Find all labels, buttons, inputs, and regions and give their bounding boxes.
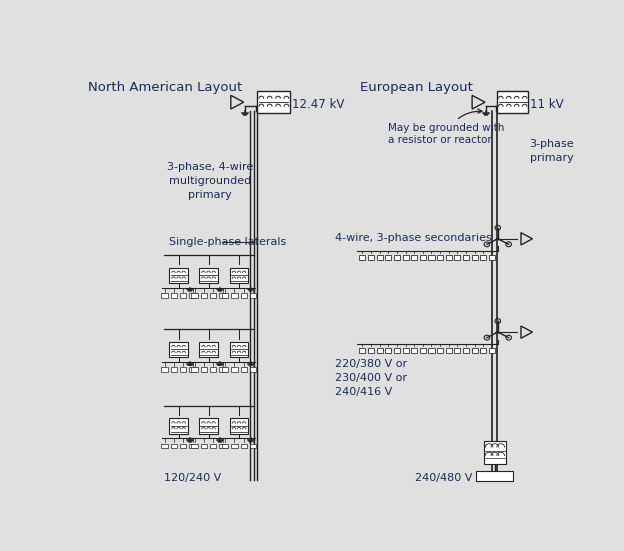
Bar <box>437 255 443 260</box>
Bar <box>250 444 256 448</box>
Bar <box>210 444 217 448</box>
Bar <box>232 293 238 298</box>
Bar <box>437 348 443 353</box>
Text: 11 kV: 11 kV <box>530 98 563 111</box>
Bar <box>190 444 196 448</box>
Bar <box>497 91 529 113</box>
Bar <box>429 255 434 260</box>
Bar <box>489 348 495 353</box>
Bar <box>454 255 461 260</box>
Bar <box>180 444 187 448</box>
Bar <box>180 368 187 372</box>
Bar <box>210 293 217 298</box>
Bar <box>230 342 248 357</box>
Bar <box>454 348 461 353</box>
Bar <box>180 293 187 298</box>
Bar <box>477 471 513 480</box>
Bar <box>241 293 247 298</box>
Bar <box>489 255 495 260</box>
Bar <box>162 444 168 448</box>
Text: 240/480 V: 240/480 V <box>415 473 472 483</box>
Bar <box>394 255 400 260</box>
Bar <box>201 444 207 448</box>
Bar <box>222 368 228 372</box>
Bar <box>411 348 417 353</box>
Text: 220/380 V or
230/400 V or
240/416 V: 220/380 V or 230/400 V or 240/416 V <box>335 359 407 397</box>
Bar <box>368 348 374 353</box>
Bar <box>230 418 248 434</box>
Bar <box>258 91 290 113</box>
Bar <box>171 368 177 372</box>
Bar <box>171 444 177 448</box>
Bar <box>463 348 469 353</box>
Bar <box>190 293 196 298</box>
Bar <box>394 348 400 353</box>
Bar <box>192 444 198 448</box>
Bar <box>385 255 391 260</box>
Bar <box>232 368 238 372</box>
Bar <box>446 255 452 260</box>
Bar <box>192 293 198 298</box>
Bar <box>201 368 207 372</box>
Bar <box>171 293 177 298</box>
Text: Single-phase laterals: Single-phase laterals <box>169 237 286 247</box>
Bar <box>222 444 228 448</box>
Bar <box>377 348 383 353</box>
Text: 120/240 V: 120/240 V <box>164 473 222 483</box>
Text: European Layout: European Layout <box>360 81 473 94</box>
Bar <box>220 293 226 298</box>
Bar <box>201 293 207 298</box>
Text: 3-phase, 4-wire
multigrounded
primary: 3-phase, 4-wire multigrounded primary <box>167 161 253 199</box>
Bar <box>190 368 196 372</box>
Bar <box>230 268 248 283</box>
Bar <box>411 255 417 260</box>
Circle shape <box>496 237 499 240</box>
Bar <box>402 255 409 260</box>
Bar <box>402 348 409 353</box>
Bar <box>169 268 188 283</box>
Bar <box>241 444 247 448</box>
Text: May be grounded with
a resistor or reactor: May be grounded with a resistor or react… <box>389 109 505 145</box>
Text: North American Layout: North American Layout <box>88 81 242 94</box>
Bar <box>484 441 506 464</box>
Bar <box>377 255 383 260</box>
Bar <box>222 293 228 298</box>
Bar <box>368 255 374 260</box>
Bar <box>162 368 168 372</box>
Bar <box>472 348 478 353</box>
Bar <box>200 268 218 283</box>
Bar <box>220 444 226 448</box>
Text: 3-phase
primary: 3-phase primary <box>530 139 574 163</box>
Bar <box>169 418 188 434</box>
Bar <box>200 342 218 357</box>
Bar <box>472 255 478 260</box>
Bar <box>480 255 486 260</box>
Bar <box>359 255 366 260</box>
Bar <box>169 342 188 357</box>
Bar <box>192 368 198 372</box>
Bar <box>250 293 256 298</box>
Bar <box>250 368 256 372</box>
Bar <box>210 368 217 372</box>
Bar <box>480 348 486 353</box>
Bar <box>220 368 226 372</box>
Text: 12.47 kV: 12.47 kV <box>292 98 344 111</box>
Circle shape <box>496 331 499 333</box>
Bar <box>420 348 426 353</box>
Bar <box>162 293 168 298</box>
Bar <box>241 368 247 372</box>
Bar <box>420 255 426 260</box>
Text: 4-wire, 3-phase secondaries: 4-wire, 3-phase secondaries <box>335 233 492 243</box>
Bar <box>463 255 469 260</box>
Bar <box>429 348 434 353</box>
Bar <box>359 348 366 353</box>
Bar <box>385 348 391 353</box>
Bar <box>232 444 238 448</box>
Bar <box>446 348 452 353</box>
Bar <box>200 418 218 434</box>
